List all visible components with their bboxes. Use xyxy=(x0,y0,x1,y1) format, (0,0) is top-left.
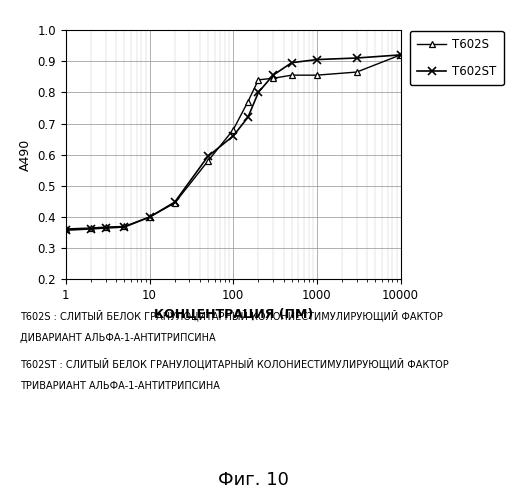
Text: ДИВАРИАНТ АЛЬФА-1-АНТИТРИПСИНА: ДИВАРИАНТ АЛЬФА-1-АНТИТРИПСИНА xyxy=(20,333,216,343)
T602ST xyxy=(288,60,295,66)
T602S xyxy=(121,224,127,230)
T602S xyxy=(172,200,178,206)
X-axis label: КОНЦЕНТРАЦИЯ (ПМ): КОНЦЕНТРАЦИЯ (ПМ) xyxy=(154,308,313,321)
T602ST xyxy=(147,214,153,220)
T602ST xyxy=(245,114,251,120)
Text: T602S : СЛИТЫЙ БЕЛОК ГРАНУЛОЦИТАРНЫЙ КОЛОНИЕСТИМУЛИРУЮЩИЙ ФАКТОР: T602S : СЛИТЫЙ БЕЛОК ГРАНУЛОЦИТАРНЫЙ КОЛ… xyxy=(20,309,443,321)
Text: T602ST : СЛИТЫЙ БЕЛОК ГРАНУЛОЦИТАРНЫЙ КОЛОНИЕСТИМУЛИРУЮЩИЙ ФАКТОР: T602ST : СЛИТЫЙ БЕЛОК ГРАНУЛОЦИТАРНЫЙ КО… xyxy=(20,357,449,369)
T602ST xyxy=(172,199,178,205)
T602ST xyxy=(205,153,211,159)
T602ST xyxy=(270,72,276,78)
T602S xyxy=(288,72,295,78)
T602S xyxy=(103,224,109,230)
T602ST xyxy=(354,55,360,61)
T602ST xyxy=(256,89,262,95)
T602S xyxy=(270,75,276,81)
Line: T602ST: T602ST xyxy=(62,51,405,235)
T602ST xyxy=(121,224,127,230)
T602S xyxy=(230,127,236,133)
T602S xyxy=(147,214,153,220)
Legend: T602S, T602ST: T602S, T602ST xyxy=(410,31,503,85)
T602ST xyxy=(230,133,236,139)
Line: T602S: T602S xyxy=(62,51,404,233)
T602S xyxy=(397,52,404,58)
T602ST xyxy=(314,56,320,62)
T602ST xyxy=(397,52,404,58)
T602ST xyxy=(63,227,69,233)
Text: ТРИВАРИАНТ АЛЬФА-1-АНТИТРИПСИНА: ТРИВАРИАНТ АЛЬФА-1-АНТИТРИПСИНА xyxy=(20,381,220,391)
T602ST xyxy=(88,226,94,232)
T602S xyxy=(256,77,262,83)
T602ST xyxy=(103,225,109,231)
T602S xyxy=(354,69,360,75)
T602S xyxy=(88,225,94,231)
T602S xyxy=(63,226,69,232)
T602S xyxy=(245,99,251,105)
T602S xyxy=(205,158,211,164)
T602S xyxy=(314,72,320,78)
Text: Фиг. 10: Фиг. 10 xyxy=(218,471,289,489)
Y-axis label: А490: А490 xyxy=(19,139,32,171)
